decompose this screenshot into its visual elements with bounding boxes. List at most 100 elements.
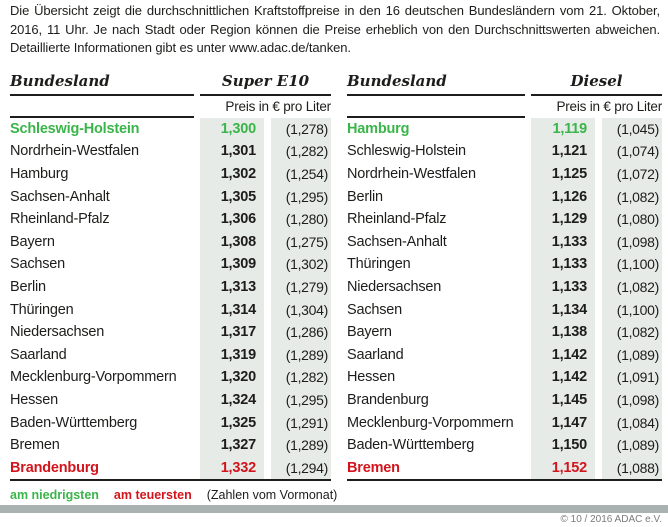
- previous-month-price: (1,254): [270, 162, 331, 186]
- previous-month-price: (1,084): [602, 411, 662, 434]
- current-price: 1,319: [199, 343, 264, 367]
- state-name: Berlin: [346, 188, 383, 205]
- legend-highest-label: am teuersten: [113, 488, 192, 502]
- previous-month-price: (1,280): [270, 207, 331, 231]
- current-price: 1,317: [199, 320, 264, 344]
- previous-month-price: (1,295): [270, 185, 331, 208]
- column-header-diesel: Diesel: [531, 72, 662, 96]
- table-bottom-rule: [346, 479, 662, 481]
- table-header-row: Bundesland Super E10: [10, 72, 331, 96]
- state-name: Brandenburg: [346, 391, 429, 408]
- table-row: Nordrhein-Westfalen 1,125 (1,072): [346, 162, 662, 186]
- column-gap: [264, 366, 271, 389]
- previous-month-price: (1,091): [602, 366, 662, 389]
- state-name: Nordrhein-Westfalen: [346, 165, 476, 182]
- state-name: Thüringen: [346, 256, 411, 273]
- table-row: Hessen 1,324 (1,295): [10, 388, 331, 412]
- current-price: 1,142: [531, 366, 595, 389]
- state-name: Bremen: [10, 437, 60, 454]
- previous-month-price: (1,286): [270, 320, 331, 344]
- subheader-spacer: [346, 96, 525, 118]
- state-name: Niedersachsen: [346, 278, 442, 295]
- state-name: Schleswig-Holstein: [346, 143, 466, 160]
- previous-month-price: (1,282): [270, 140, 331, 163]
- previous-month-price: (1,089): [602, 343, 662, 367]
- previous-month-price: (1,089): [602, 433, 662, 457]
- current-price: 1,305: [199, 185, 264, 208]
- table-super-e10: Bundesland Super E10 Preis in € pro Lite…: [10, 72, 331, 481]
- table-row: Niedersachsen 1,133 (1,082): [346, 275, 662, 299]
- current-price: 1,119: [531, 117, 595, 141]
- state-name: Saarland: [346, 346, 404, 363]
- state-name: Sachsen-Anhalt: [346, 233, 447, 250]
- state-name: Hessen: [346, 369, 395, 386]
- current-price: 1,300: [199, 117, 264, 141]
- current-price: 1,126: [531, 185, 595, 208]
- previous-month-price: (1,098): [602, 388, 662, 412]
- column-gap: [264, 140, 271, 163]
- state-name: Thüringen: [10, 301, 74, 318]
- state-name: Berlin: [10, 278, 46, 295]
- current-price: 1,152: [531, 456, 595, 479]
- column-gap: [595, 276, 602, 299]
- state-name: Hessen: [10, 391, 58, 408]
- column-gap: [595, 321, 602, 344]
- table-row: Brandenburg 1,332 (1,294): [10, 456, 331, 479]
- column-gap: [264, 389, 271, 412]
- column-gap: [264, 253, 271, 276]
- column-gap: [264, 163, 271, 186]
- column-gap: [264, 434, 271, 457]
- previous-month-price: (1,282): [270, 366, 331, 389]
- column-gap: [264, 185, 271, 208]
- previous-month-price: (1,074): [602, 140, 662, 163]
- table-rows-diesel: Hamburg 1,119 (1,045) Schleswig-Holstein 1,1…: [346, 117, 662, 479]
- column-gap: [595, 163, 602, 186]
- table-row: Hamburg 1,119 (1,045): [347, 117, 662, 141]
- tables-container: Bundesland Super E10 Preis in € pro Lite…: [10, 72, 662, 481]
- column-gap: [595, 456, 602, 479]
- previous-month-price: (1,072): [602, 162, 662, 186]
- current-price: 1,147: [531, 411, 595, 434]
- table-subheader-row: Preis in € pro Liter: [346, 96, 662, 118]
- table-row: Bremen 1,152 (1,088): [347, 456, 662, 479]
- table-row: Bremen 1,327 (1,289): [10, 433, 331, 457]
- column-gap: [595, 298, 602, 321]
- table-subheader-row: Preis in € pro Liter: [10, 96, 331, 118]
- column-gap: [264, 321, 271, 344]
- current-price: 1,314: [199, 298, 264, 321]
- table-row: Mecklenburg-Vorpommern 1,320 (1,282): [10, 366, 331, 389]
- table-row: Berlin 1,313 (1,279): [10, 275, 331, 299]
- table-row: Nordrhein-Westfalen 1,301 (1,282): [10, 140, 331, 163]
- previous-month-price: (1,098): [602, 230, 662, 254]
- table-row: Rheinland-Pfalz 1,306 (1,280): [10, 207, 331, 231]
- table-row: Thüringen 1,314 (1,304): [10, 298, 331, 321]
- table-row: Berlin 1,126 (1,082): [347, 185, 662, 208]
- table-row: Bayern 1,138 (1,082): [347, 320, 662, 344]
- previous-month-price: (1,080): [602, 207, 662, 231]
- state-name: Mecklenburg-Vorpommern: [10, 369, 177, 386]
- previous-month-price: (1,291): [270, 411, 331, 434]
- previous-month-price: (1,279): [270, 275, 331, 299]
- table-row: Saarland 1,142 (1,089): [346, 343, 662, 367]
- column-gap: [264, 343, 271, 366]
- current-price: 1,324: [199, 388, 264, 412]
- column-gap: [595, 140, 602, 163]
- column-gap: [595, 343, 602, 366]
- current-price: 1,308: [199, 230, 264, 254]
- current-price: 1,133: [531, 230, 595, 254]
- previous-month-price: (1,294): [270, 456, 331, 479]
- current-price: 1,320: [199, 366, 264, 389]
- price-unit-label: Preis in € pro Liter: [556, 99, 662, 114]
- column-gap: [264, 118, 271, 141]
- previous-month-price: (1,088): [602, 456, 662, 479]
- current-price: 1,129: [531, 207, 595, 231]
- current-price: 1,133: [531, 275, 595, 299]
- column-header-bundesland: Bundesland: [10, 72, 194, 96]
- state-name: Saarland: [10, 346, 67, 363]
- previous-month-price: (1,278): [270, 117, 331, 141]
- table-row: Sachsen 1,309 (1,302): [10, 253, 331, 276]
- column-gap: [595, 434, 602, 457]
- column-gap: [264, 411, 271, 434]
- current-price: 1,332: [199, 456, 264, 479]
- table-row: Niedersachsen 1,317 (1,286): [10, 320, 331, 344]
